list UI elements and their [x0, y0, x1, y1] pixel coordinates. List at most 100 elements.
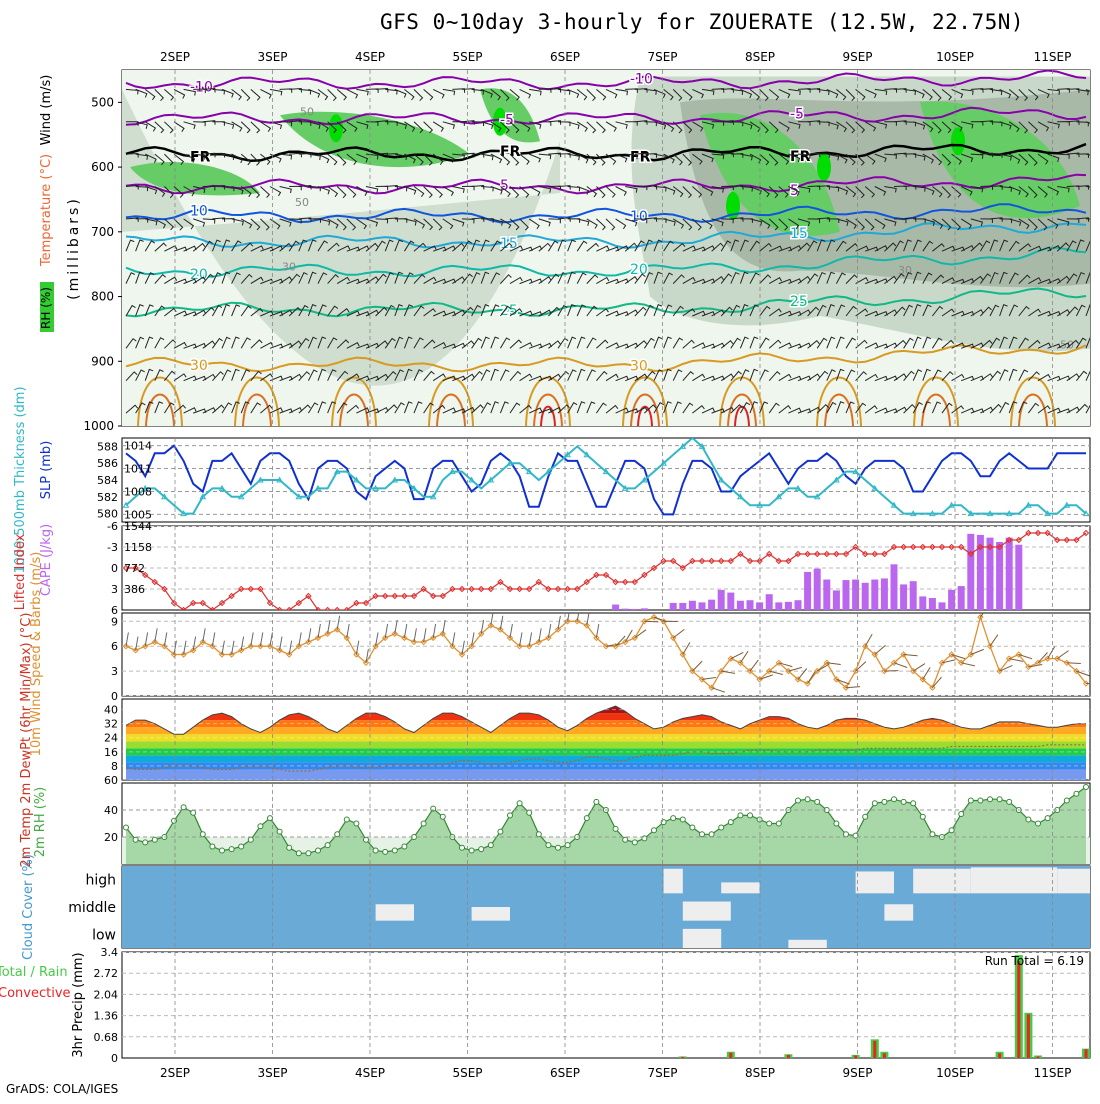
rh2m-point	[1036, 821, 1041, 826]
temp-band	[122, 769, 1090, 780]
cloud-label: Cloud Cover (%)	[21, 854, 36, 960]
cape-bar	[881, 578, 888, 610]
temp-contour-label: 10	[190, 204, 208, 220]
cape-bar	[699, 602, 706, 610]
precip-conv-bar	[854, 1056, 857, 1058]
bottom-date-label: 10SEP	[936, 1066, 974, 1080]
rh2m-point	[220, 848, 225, 853]
rh2m-point	[1045, 816, 1050, 821]
y-tick-label: 1011	[124, 463, 152, 476]
cape-bar	[900, 584, 907, 610]
cape-bar	[708, 600, 715, 610]
cloud-cover-cell	[971, 867, 1057, 893]
y-tick-label: 40	[104, 804, 118, 817]
rh2m-point	[968, 798, 973, 803]
temp-contour-label: 10	[630, 209, 648, 225]
temp-contour-label: FR	[630, 150, 651, 166]
upper-air-ylabel: (millibars)	[66, 196, 82, 300]
cape-bar	[862, 583, 869, 610]
rh2m-point	[440, 814, 445, 819]
rh2m-point	[546, 843, 551, 848]
rh2m-point	[930, 832, 935, 837]
rh2m-point	[594, 799, 599, 804]
cape-bar	[631, 609, 638, 610]
rh2m-point	[728, 820, 733, 825]
cape-bar	[804, 572, 811, 610]
cape-bar	[785, 602, 792, 610]
y-tick-label: 32	[104, 718, 118, 731]
rh2m-point	[556, 845, 561, 850]
temp-contour-label: 25	[500, 303, 518, 319]
rh2m-point	[613, 826, 618, 831]
bottom-date-label: 2SEP	[160, 1066, 190, 1080]
top-date-label: 3SEP	[257, 50, 287, 64]
rh2m-point	[738, 813, 743, 818]
rh2m-point	[834, 821, 839, 826]
y-tick-label: 2.04	[94, 988, 119, 1001]
rh-contour-label: 30	[282, 261, 296, 274]
cape-bar	[747, 600, 754, 610]
y-tick-label: 0.68	[94, 1031, 119, 1044]
grads-credit: GrADS: COLA/IGES	[6, 1082, 118, 1096]
temp-band	[122, 741, 1090, 748]
bottom-date-label: 3SEP	[257, 1066, 287, 1080]
panel-frame-pr	[122, 952, 1090, 1058]
temp-contour-label: -10	[630, 72, 653, 88]
top-date-label: 10SEP	[936, 50, 974, 64]
precip-ylabel: 3hr Precip (mm)	[71, 952, 86, 1057]
rh-shade-peak	[329, 114, 343, 142]
temp-contour-label: 30	[190, 358, 208, 374]
rh2m-point	[373, 848, 378, 853]
rh2m-point	[287, 845, 292, 850]
precip-conv-bar	[1037, 1056, 1040, 1058]
rh2m-point	[335, 832, 340, 837]
cape-bar	[679, 603, 686, 610]
cape-bar	[670, 603, 677, 610]
cape-bar	[929, 598, 936, 610]
cloud-cover-cell	[1057, 869, 1095, 894]
rh2m-point	[978, 798, 983, 803]
bottom-date-label: 5SEP	[452, 1066, 482, 1080]
rh2m-point	[680, 817, 685, 822]
cloud-cover-cell	[472, 907, 510, 921]
temperature-label: Temperature (°C)	[39, 154, 54, 267]
rh2m-point	[863, 814, 868, 819]
cape-bar	[795, 600, 802, 610]
top-date-label: 9SEP	[842, 50, 872, 64]
rh2m-point	[536, 832, 541, 837]
temp-contour-label: 15	[790, 226, 808, 242]
rh2m-point	[767, 821, 772, 826]
temp-contour-label: 30	[630, 359, 648, 375]
cape-bar	[958, 586, 965, 610]
rh-contour-label: 50	[295, 196, 309, 209]
rh2m-point	[316, 848, 321, 853]
wind-label: Wind (m/s)	[39, 75, 54, 146]
rh2m-point	[344, 817, 349, 822]
y-tick-label: 8	[111, 760, 118, 773]
cape-bar	[641, 608, 648, 610]
rh-contour-label: 50	[1060, 338, 1074, 351]
cape-bar	[833, 590, 840, 610]
cape-bar	[727, 593, 734, 610]
bottom-date-label: 4SEP	[355, 1066, 385, 1080]
y-tick-label: 16	[104, 746, 118, 759]
y-tick-label: -6	[107, 520, 118, 533]
cloud-panel	[122, 866, 1096, 948]
rh2m-point	[652, 828, 657, 833]
rh2m-point	[306, 851, 311, 856]
rh2m-point	[700, 832, 705, 837]
y-tick-label: 500	[91, 95, 114, 109]
top-date-label: 6SEP	[550, 50, 580, 64]
y-tick-label: 24	[104, 732, 118, 745]
rh2m-point	[719, 825, 724, 830]
panel-frame-wind	[122, 613, 1090, 696]
cape-bar	[967, 534, 974, 610]
y-tick-label: 40	[104, 704, 118, 717]
rh2m-point	[402, 844, 407, 849]
y-tick-label: 0	[111, 690, 118, 703]
temp-contour-label: 20	[630, 262, 648, 278]
precip-conv-bar	[1017, 961, 1020, 1058]
rh2m-point	[191, 810, 196, 815]
precip-conv-bar	[1085, 1049, 1088, 1058]
